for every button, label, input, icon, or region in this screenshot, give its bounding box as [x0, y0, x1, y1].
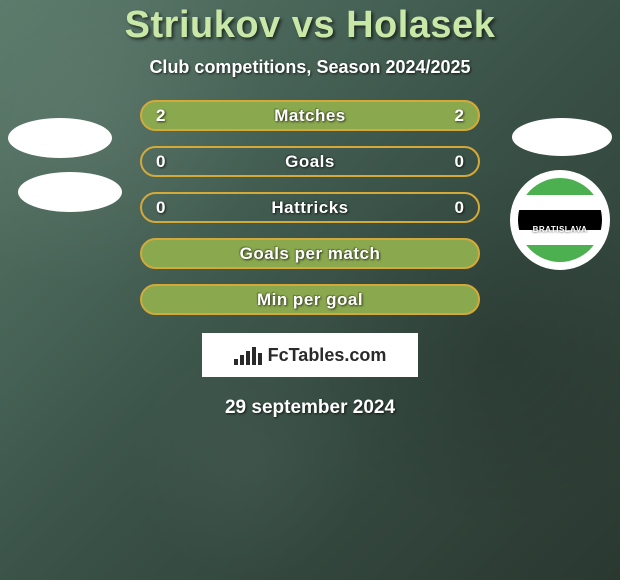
- stat-rows: 2 Matches 2 0 Goals 0 0 Hattricks 0 Goal…: [0, 100, 620, 315]
- stat-row-goals: 0 Goals 0: [140, 146, 480, 177]
- stat-label: Matches: [274, 106, 346, 126]
- watermark-text: FcTables.com: [268, 345, 387, 366]
- stat-row-matches: 2 Matches 2: [140, 100, 480, 131]
- watermark: FcTables.com: [202, 333, 418, 377]
- stat-left-value: 0: [156, 152, 165, 172]
- stat-right-value: 0: [455, 152, 464, 172]
- subtitle: Club competitions, Season 2024/2025: [149, 57, 470, 78]
- bar-chart-icon: [234, 345, 262, 365]
- stat-right-value: 0: [455, 198, 464, 218]
- page-title: Striukov vs Holasek: [125, 4, 496, 47]
- stat-label: Hattricks: [271, 198, 348, 218]
- infographic-content: Striukov vs Holasek Club competitions, S…: [0, 0, 620, 580]
- stat-left-value: 2: [156, 106, 165, 126]
- stat-left-value: 0: [156, 198, 165, 218]
- stat-row-goals-per-match: Goals per match: [140, 238, 480, 269]
- stat-label: Goals per match: [240, 244, 381, 264]
- stat-right-value: 2: [455, 106, 464, 126]
- stat-label: Min per goal: [257, 290, 363, 310]
- stat-row-min-per-goal: Min per goal: [140, 284, 480, 315]
- date-text: 29 september 2024: [225, 397, 395, 419]
- stat-label: Goals: [285, 152, 335, 172]
- stat-row-hattricks: 0 Hattricks 0: [140, 192, 480, 223]
